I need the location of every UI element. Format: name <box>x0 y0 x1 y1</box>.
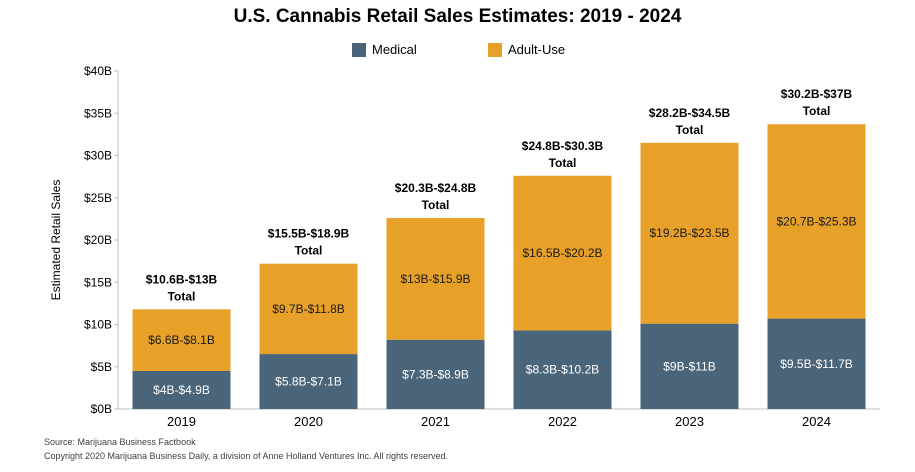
data-label-medical-2019: $4B-$4.9B <box>153 383 210 397</box>
bar-medical-2024 <box>767 318 866 409</box>
total-range-label-2022: $24.8B-$30.3B <box>522 139 604 153</box>
total-range-label-2019: $10.6B-$13B <box>146 272 218 286</box>
y-tick-label: $5B <box>91 360 112 374</box>
bar-adult-use-2024 <box>767 124 866 319</box>
bar-medical-2022 <box>513 330 612 409</box>
data-label-medical-2024: $9.5B-$11.7B <box>780 357 853 371</box>
bar-medical-2023 <box>640 323 739 409</box>
bar-adult-use-2023 <box>640 142 739 324</box>
x-tick-label-2019: 2019 <box>167 414 196 429</box>
bar-medical-2021 <box>386 339 485 409</box>
data-label-adult-use-2024: $20.7B-$25.3B <box>776 214 856 228</box>
y-tick-label: $40B <box>84 64 112 78</box>
total-range-label-2024: $30.2B-$37B <box>781 87 853 101</box>
legend-item-medical: Medical <box>352 42 417 57</box>
x-tick-label-2021: 2021 <box>421 414 450 429</box>
total-word-label-2020: Total <box>295 244 323 258</box>
legend: Medical Adult-Use <box>0 42 915 60</box>
total-range-label-2023: $28.2B-$34.5B <box>649 106 731 120</box>
total-word-label-2019: Total <box>168 289 196 303</box>
y-tick-label: $10B <box>84 318 112 332</box>
data-label-medical-2021: $7.3B-$8.9B <box>402 367 469 381</box>
y-tick-label: $0B <box>91 402 112 416</box>
bar-adult-use-2021 <box>386 218 485 340</box>
copyright-note: Copyright 2020 Marijuana Business Daily,… <box>44 451 449 461</box>
bar-medical-2020 <box>259 354 358 409</box>
x-tick-label-2020: 2020 <box>294 414 323 429</box>
chart-title: U.S. Cannabis Retail Sales Estimates: 20… <box>233 6 682 27</box>
y-tick-label: $15B <box>84 275 112 289</box>
bar-adult-use-2022 <box>513 175 612 331</box>
legend-swatch-adult-use <box>488 42 502 57</box>
data-label-medical-2023: $9B-$11B <box>663 359 715 373</box>
bar-medical-2019 <box>132 370 231 409</box>
y-tick-label: $25B <box>84 191 112 205</box>
y-tick-label: $35B <box>84 106 112 120</box>
y-tick-label: $20B <box>84 233 112 247</box>
x-tick-label-2022: 2022 <box>548 414 577 429</box>
legend-swatch-medical <box>352 42 366 57</box>
y-tick-label: $30B <box>84 149 112 163</box>
total-word-label-2021: Total <box>422 198 450 212</box>
data-label-medical-2022: $8.3B-$10.2B <box>526 363 599 377</box>
total-word-label-2024: Total <box>803 104 831 118</box>
total-word-label-2022: Total <box>549 156 577 170</box>
x-tick-label-2024: 2024 <box>802 414 831 429</box>
data-label-adult-use-2020: $9.7B-$11.8B <box>272 302 345 316</box>
x-tick-label-2023: 2023 <box>675 414 704 429</box>
data-label-adult-use-2022: $16.5B-$20.2B <box>522 246 602 260</box>
bar-adult-use-2019 <box>132 309 231 371</box>
legend-label-adult-use: Adult-Use <box>508 42 566 57</box>
source-note: Source: Marijuana Business Factbook <box>44 437 196 447</box>
bar-adult-use-2020 <box>259 263 358 355</box>
total-range-label-2021: $20.3B-$24.8B <box>395 181 477 195</box>
data-label-medical-2020: $5.8B-$7.1B <box>275 375 342 389</box>
legend-item-adult-use: Adult-Use <box>488 42 565 57</box>
y-axis-title: Estimated Retail Sales <box>49 180 63 301</box>
data-label-adult-use-2021: $13B-$15.9B <box>400 272 470 286</box>
data-label-adult-use-2023: $19.2B-$23.5B <box>649 226 729 240</box>
total-word-label-2023: Total <box>676 123 704 137</box>
legend-label-medical: Medical <box>372 42 417 57</box>
total-range-label-2020: $15.5B-$18.9B <box>268 227 350 241</box>
data-label-adult-use-2019: $6.6B-$8.1B <box>148 333 215 347</box>
